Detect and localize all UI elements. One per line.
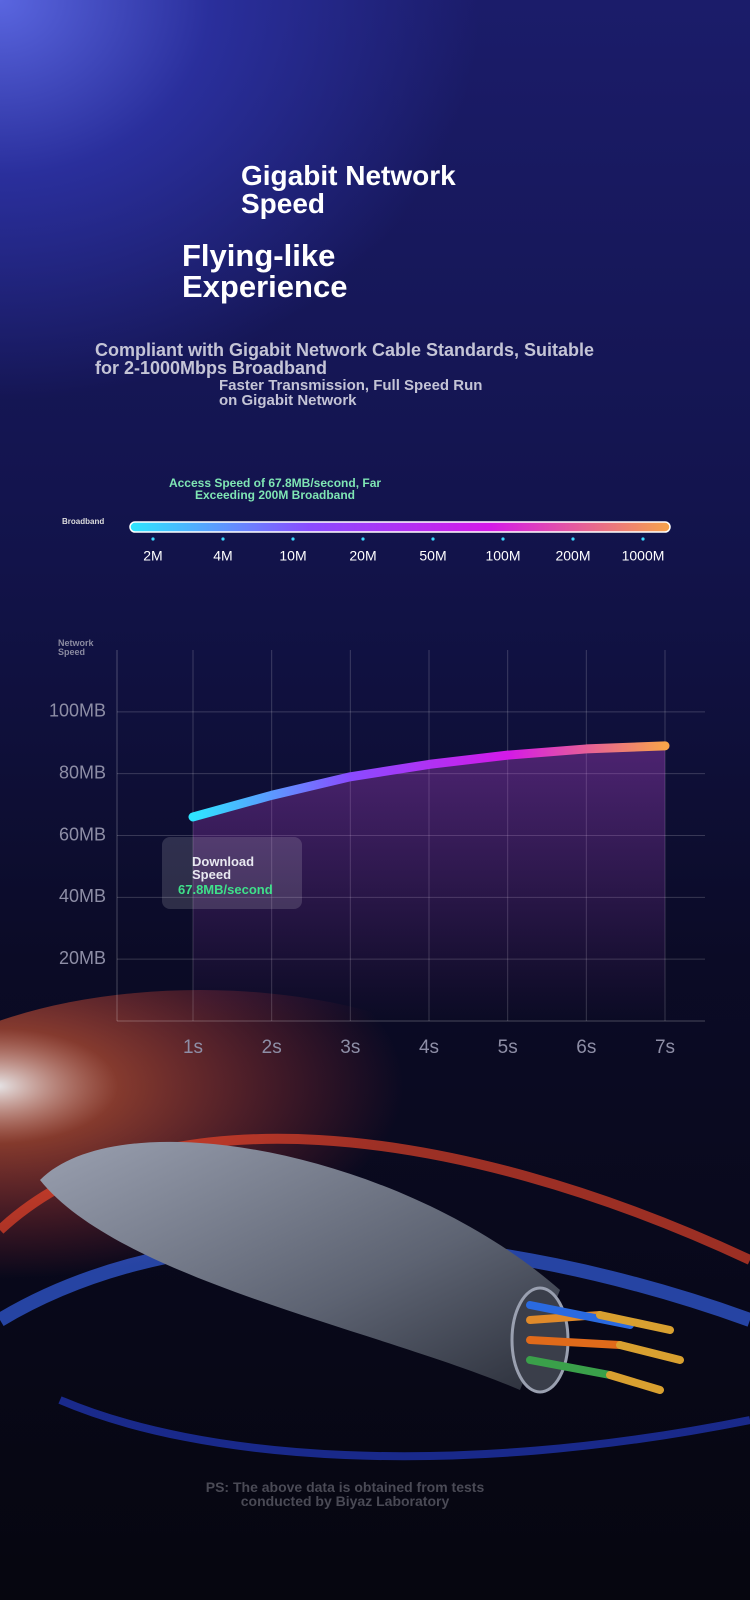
y-tick-label: 60MB bbox=[59, 824, 106, 844]
y-tick-label: 40MB bbox=[59, 886, 106, 906]
broadband-level: 50M bbox=[419, 548, 446, 564]
y-tick-label: 80MB bbox=[59, 762, 106, 782]
broadband-level: 200M bbox=[555, 548, 590, 564]
subtitle: Flying-like Experience bbox=[182, 238, 348, 304]
broadband-dot bbox=[501, 537, 505, 541]
cable-illustration bbox=[0, 990, 750, 1461]
tagline: Faster Transmission, Full Speed Run on G… bbox=[219, 377, 483, 409]
annotation-value: 67.8MB/second bbox=[178, 882, 273, 897]
broadband-dot bbox=[641, 537, 645, 541]
broadband-note: Access Speed of 67.8MB/second, Far Excee… bbox=[168, 476, 382, 502]
x-tick-label: 6s bbox=[576, 1037, 596, 1058]
x-tick-label: 7s bbox=[655, 1037, 675, 1058]
broadband-level: 4M bbox=[213, 548, 232, 564]
x-tick-label: 2s bbox=[262, 1037, 282, 1058]
broadband-dot bbox=[571, 537, 575, 541]
broadband-level: 2M bbox=[143, 548, 162, 564]
y-tick-label: 20MB bbox=[59, 948, 106, 968]
broadband-bar bbox=[129, 521, 671, 533]
broadband-level: 100M bbox=[485, 548, 520, 564]
y-tick-label: 100MB bbox=[49, 701, 106, 721]
broadband-dot bbox=[291, 537, 295, 541]
broadband-label: Broadband bbox=[62, 517, 105, 526]
broadband-level: 1000M bbox=[622, 548, 665, 564]
y-axis-title: Network Speed bbox=[58, 638, 94, 657]
broadband-dot bbox=[151, 537, 155, 541]
broadband-level: 10M bbox=[279, 548, 306, 564]
x-tick-label: 4s bbox=[419, 1037, 439, 1058]
description: Compliant with Gigabit Network Cable Sta… bbox=[95, 340, 595, 378]
footer: PS: The above data is obtained from test… bbox=[205, 1479, 485, 1509]
broadband-level: 20M bbox=[349, 548, 376, 564]
title: Gigabit Network Speed bbox=[241, 160, 456, 219]
x-tick-label: 5s bbox=[498, 1037, 518, 1058]
x-tick-label: 1s bbox=[183, 1037, 203, 1058]
annotation-title: Download Speed bbox=[192, 854, 255, 882]
broadband-dot bbox=[361, 537, 365, 541]
annotation-box: Download Speed 67.8MB/second bbox=[162, 837, 302, 909]
line-area bbox=[193, 745, 665, 1021]
broadband-dot bbox=[431, 537, 435, 541]
line bbox=[188, 741, 670, 822]
broadband-dot bbox=[221, 537, 225, 541]
x-tick-label: 3s bbox=[340, 1037, 360, 1058]
